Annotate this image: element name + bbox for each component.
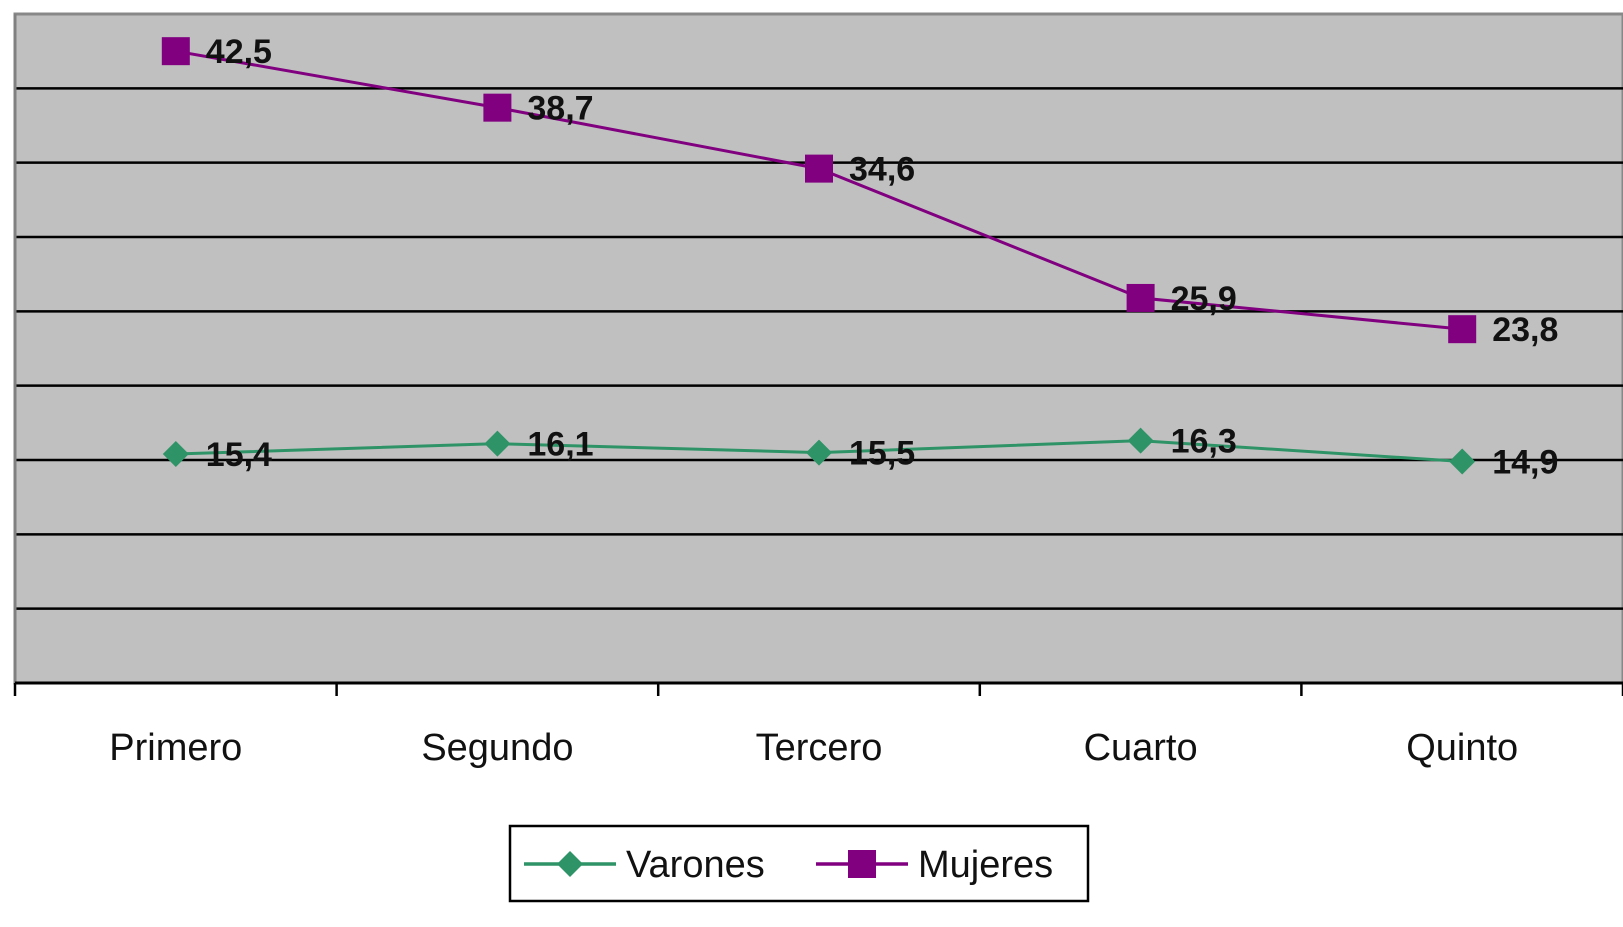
legend-label-mujeres: Mujeres	[918, 844, 1053, 886]
legend-label-varones: Varones	[626, 844, 765, 886]
data-point-mujeres	[1448, 315, 1477, 344]
data-point-mujeres	[161, 37, 190, 66]
data-label-mujeres: 42,5	[206, 33, 272, 71]
data-point-varones	[1449, 448, 1476, 475]
x-tick-label: Primero	[109, 727, 242, 769]
legend-marker-mujeres	[848, 850, 876, 878]
x-tick-label: Tercero	[756, 727, 883, 769]
data-point-mujeres	[1126, 283, 1155, 312]
data-label-varones: 15,4	[206, 436, 272, 474]
data-label-varones: 16,1	[527, 426, 593, 464]
x-tick-label: Quinto	[1406, 727, 1518, 769]
data-point-varones	[484, 430, 511, 457]
data-point-mujeres	[805, 154, 833, 183]
x-tick-label: Cuarto	[1084, 727, 1198, 769]
data-point-varones	[806, 439, 832, 466]
data-label-varones: 14,9	[1492, 443, 1558, 481]
data-point-varones	[162, 441, 189, 468]
data-label-varones: 16,3	[1171, 423, 1237, 461]
data-label-mujeres: 34,6	[849, 151, 915, 189]
data-label-mujeres: 23,8	[1492, 311, 1558, 349]
x-tick-label: Segundo	[421, 727, 573, 769]
data-label-mujeres: 38,7	[527, 90, 593, 128]
data-point-mujeres	[483, 93, 512, 122]
legend-marker-varones	[557, 851, 583, 877]
data-label-mujeres: 25,9	[1171, 280, 1237, 318]
data-label-varones: 15,5	[849, 435, 915, 473]
data-point-varones	[1127, 427, 1154, 454]
plot-area	[13, 12, 1623, 685]
